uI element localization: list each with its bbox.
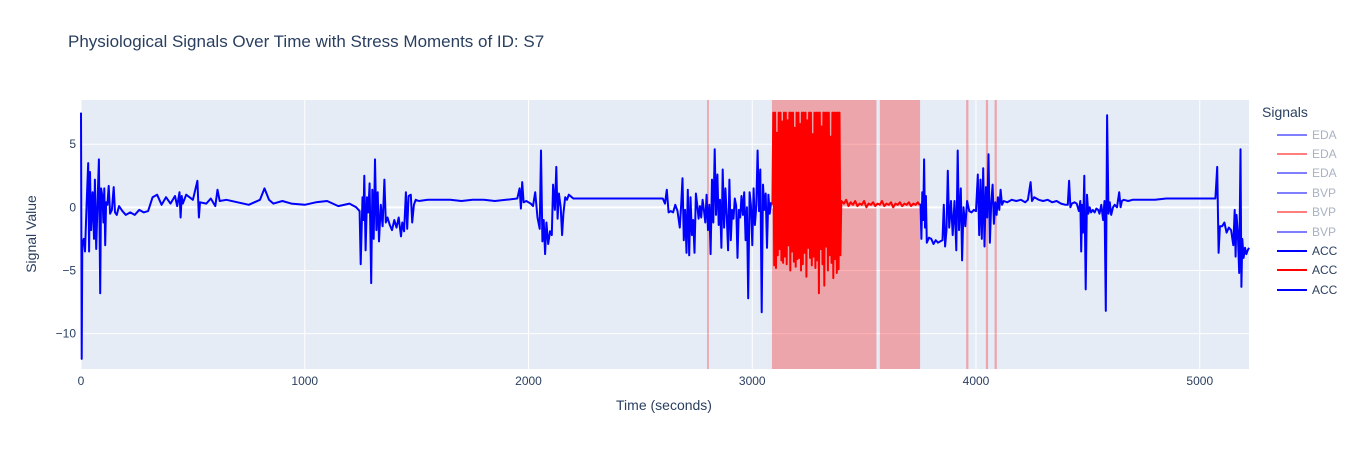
series-line-acc-3 — [919, 114, 1250, 312]
x-tick-layer: 0 1000 2000 3000 4000 5000 — [78, 374, 1214, 388]
legend-item-bvp[interactable]: BVP — [1262, 183, 1352, 202]
stress-region — [966, 100, 969, 369]
plot-background — [81, 100, 1249, 369]
legend-item-eda[interactable]: EDA — [1262, 144, 1352, 163]
legend-item-acc[interactable]: ACC — [1262, 241, 1352, 260]
legend-label: EDA — [1312, 166, 1337, 181]
x-tick-label: 3000 — [739, 374, 766, 388]
legend-swatch — [1277, 269, 1307, 272]
legend-swatch — [1277, 133, 1307, 136]
legend-label: BVP — [1312, 185, 1337, 200]
legend-swatch — [1277, 230, 1307, 233]
legend-swatch — [1277, 250, 1307, 253]
legend-swatch — [1277, 288, 1307, 291]
y-tick-label: −5 — [62, 263, 76, 277]
legend-swatch — [1277, 191, 1307, 194]
x-tick-label: 0 — [78, 374, 85, 388]
legend-label: BVP — [1312, 224, 1337, 239]
stress-region — [879, 100, 921, 369]
legend-item-bvp[interactable]: BVP — [1262, 222, 1352, 241]
legend-swatch — [1277, 211, 1307, 214]
legend-swatch — [1277, 153, 1307, 156]
x-tick-label: 1000 — [291, 374, 318, 388]
chart-title: Physiological Signals Over Time with Str… — [68, 32, 545, 51]
x-tick-label: 5000 — [1186, 374, 1213, 388]
y-tick-layer: 5 0 −5 −10 — [56, 137, 77, 340]
y-axis-title: Signal Value — [23, 195, 39, 273]
legend-item-eda[interactable]: EDA — [1262, 125, 1352, 144]
legend-swatch — [1277, 172, 1307, 175]
series-layer — [80, 111, 1250, 360]
legend-title: Signals — [1262, 104, 1308, 120]
legend-label: ACC — [1312, 263, 1338, 278]
legend-item-eda[interactable]: EDA — [1262, 164, 1352, 183]
legend-item-acc[interactable]: ACC — [1262, 280, 1352, 299]
stress-region — [707, 100, 709, 369]
series-line-acc-2 — [771, 111, 921, 295]
stress-region — [994, 100, 997, 369]
legend-label: BVP — [1312, 205, 1337, 220]
y-tick-label: −10 — [56, 327, 77, 341]
stress-region — [985, 100, 989, 369]
legend-label: EDA — [1312, 147, 1337, 162]
y-tick-label: 5 — [69, 137, 76, 151]
legend-item-acc[interactable]: ACC — [1262, 261, 1352, 280]
x-tick-label: 4000 — [963, 374, 990, 388]
legend-label: ACC — [1312, 282, 1338, 297]
x-axis-title: Time (seconds) — [616, 397, 712, 413]
x-tick-label: 2000 — [515, 374, 542, 388]
y-tick-label: 0 — [69, 200, 76, 214]
legend-label: EDA — [1312, 127, 1337, 142]
legend-items: EDA EDA EDA BVP BVP BVP ACC ACC ACC — [1262, 125, 1352, 300]
legend: Signals EDA EDA EDA BVP BVP BVP ACC ACC ACC — [1262, 104, 1352, 300]
legend-label: ACC — [1312, 244, 1338, 259]
legend-item-bvp[interactable]: BVP — [1262, 203, 1352, 222]
series-line-acc-1 — [80, 112, 773, 360]
